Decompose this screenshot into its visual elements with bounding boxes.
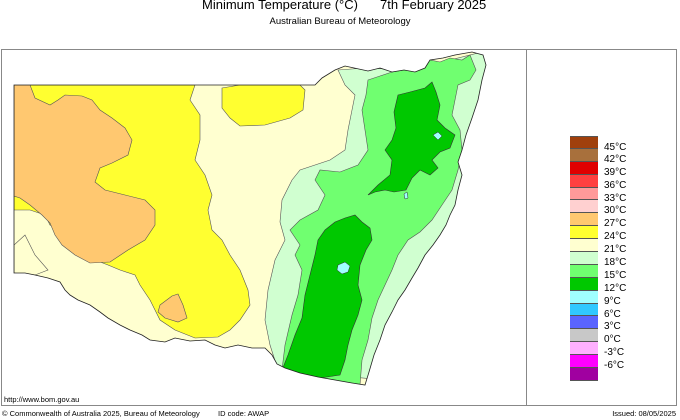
title-text: Minimum Temperature (°C)	[202, 0, 358, 12]
legend-label: 6°C	[604, 308, 621, 320]
legend-label: -6°C	[604, 360, 625, 372]
legend-label: 39°C	[604, 166, 627, 178]
legend-swatch: 24°C	[570, 226, 626, 242]
legend-label: 3°C	[604, 321, 621, 333]
map-regions	[14, 52, 486, 385]
legend-label: 0°C	[604, 334, 621, 346]
legend-label: 36°C	[604, 179, 627, 191]
color-legend: 45°C 42°C 39°C 36°C 33°C 30°C 27°C 24°C …	[570, 136, 626, 381]
legend-swatch: 18°C	[570, 252, 626, 268]
legend-label: 12°C	[604, 282, 627, 294]
source-link[interactable]: http://www.bom.gov.au	[4, 395, 80, 404]
legend-label: 21°C	[604, 244, 627, 256]
legend-label: 33°C	[604, 192, 627, 204]
legend-swatch: 36°C	[570, 174, 626, 191]
legend-swatch: 9°C	[570, 290, 621, 307]
legend-swatch: 39°C	[570, 161, 626, 178]
subtitle: Australian Bureau of Meteorology	[269, 16, 411, 27]
copyright-text: © Commonwealth of Australia 2025, Bureau…	[2, 409, 200, 418]
legend-swatch: 0°C	[570, 329, 621, 345]
legend-swatch: -6°C	[570, 355, 624, 371]
legend-label: 30°C	[604, 205, 627, 217]
frame-divider	[526, 49, 527, 406]
legend-swatch: 6°C	[570, 303, 621, 320]
map-frame	[1, 49, 677, 406]
legend-label: 15°C	[604, 269, 627, 281]
legend-swatch: 21°C	[570, 239, 626, 255]
legend-swatch: -3°C	[570, 342, 624, 358]
legend-swatch: 45°C	[570, 136, 626, 153]
chart-title: Minimum Temperature (°C) 7th February 20…	[0, 0, 680, 17]
legend-swatch: 3°C	[570, 316, 621, 332]
legend-swatch: 33°C	[570, 187, 626, 204]
legend-label: 45°C	[604, 142, 627, 153]
legend-label: 42°C	[604, 153, 627, 165]
legend-swatch: 42°C	[570, 148, 626, 165]
issued-date: Issued: 08/05/2025	[612, 409, 676, 418]
state-boundary	[13, 51, 487, 386]
legend-label: 24°C	[604, 231, 627, 243]
legend-swatch: 27°C	[570, 213, 626, 229]
legend-swatch: 30°C	[570, 200, 626, 216]
legend-label: 18°C	[604, 257, 627, 269]
legend-label: 9°C	[604, 295, 621, 307]
id-code: ID code: AWAP	[218, 409, 270, 418]
legend-label: -3°C	[604, 347, 625, 359]
legend-swatch: 12°C	[570, 277, 626, 294]
title-date: 7th February 2025	[380, 0, 487, 12]
legend-swatch	[570, 368, 598, 381]
legend-swatch: 15°C	[570, 264, 626, 281]
legend-label: 27°C	[604, 218, 627, 230]
